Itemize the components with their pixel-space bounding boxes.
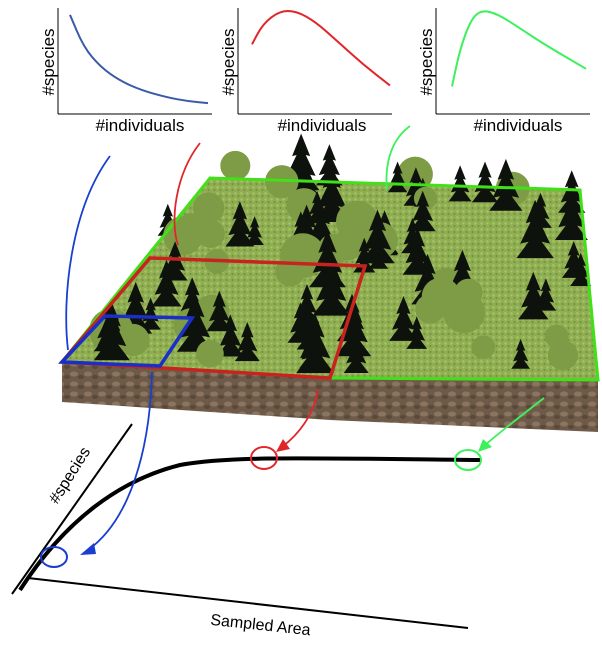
conifer-tree (225, 201, 255, 247)
bush (192, 192, 225, 224)
bush (196, 340, 224, 368)
conifer-tree (535, 278, 557, 311)
main-xlabel: Sampled Area (210, 612, 312, 639)
conifer-tree (309, 229, 346, 288)
panel-blue-ylabel: #species (39, 28, 58, 95)
conifer-tree (296, 313, 335, 374)
conifer-tree (489, 158, 523, 211)
panel-green-curve (451, 10, 587, 87)
panel-red-curve (251, 9, 391, 87)
conifer-tree (555, 188, 588, 240)
conifer-tree (518, 271, 549, 320)
conifer-tree (516, 199, 554, 259)
conifer-tree (389, 296, 418, 341)
conifer-tree (316, 144, 343, 186)
connector-red-curve (281, 389, 319, 448)
panel-red-ylabel: #species (219, 28, 238, 95)
panel-blue-xlabel: #individuals (96, 116, 185, 135)
conifer-tree (93, 303, 130, 361)
conifer-tree (529, 192, 552, 228)
soil-right (330, 378, 598, 432)
conifer-tree (411, 253, 444, 305)
species-area-curve (18, 456, 481, 592)
connector-red-panel (173, 142, 201, 246)
conifer-tree (307, 190, 328, 223)
conifer-tree (287, 302, 314, 343)
conifer-tree (206, 290, 233, 332)
red-marker (250, 446, 278, 470)
bush (443, 291, 485, 334)
red-plot-outline (58, 256, 368, 380)
conifer-tree (406, 316, 428, 349)
soil-front (62, 362, 330, 420)
conifer-tree (313, 165, 350, 222)
bush (220, 150, 251, 181)
forest-plot-block (58, 133, 600, 432)
conifer-tree (151, 259, 182, 307)
main-ylabel: #species (46, 444, 94, 507)
conifer-tree (295, 159, 318, 193)
conifer-tree (162, 241, 188, 281)
blue-marker (40, 546, 68, 568)
panel-red-xlabel: #individuals (278, 116, 367, 135)
conifer-tree (368, 238, 389, 269)
conifer-tree (448, 165, 472, 202)
conifer-tree (445, 249, 480, 304)
conifer-tree (119, 281, 153, 334)
forest-trees (89, 133, 592, 374)
conifer-tree (401, 217, 424, 254)
main-x-axis (27, 577, 469, 629)
blue-plot-outline (58, 314, 196, 368)
arrowhead-green (478, 439, 492, 452)
conifer-tree (177, 277, 207, 323)
connector-blue-curve (87, 371, 153, 551)
conifer-tree (283, 133, 320, 191)
arrowhead-blue (80, 543, 96, 555)
conifer-tree (335, 300, 372, 357)
conifer-tree (216, 314, 244, 357)
connector-green-curve (483, 397, 545, 447)
conifer-tree (302, 201, 339, 258)
conifer-tree (353, 237, 376, 273)
connector-blue-panel (65, 155, 111, 351)
species-area-curve-plot: #species Sampled Area (11, 423, 482, 639)
panel-green-xlabel: #individuals (474, 116, 563, 135)
conifer-tree (140, 297, 161, 330)
panel-green: #species #individuals (417, 8, 590, 135)
conifer-tree (343, 333, 369, 373)
bush (163, 216, 203, 256)
conifer-tree (511, 339, 531, 369)
panel-red: #species #individuals (219, 8, 392, 135)
conifer-tree (157, 203, 179, 236)
conifer-tree (402, 227, 433, 275)
green-marker (454, 449, 482, 471)
arrowhead-red (276, 439, 290, 452)
conifer-tree (561, 241, 586, 278)
bush (471, 335, 496, 359)
bush (415, 294, 445, 324)
conifer-tree (409, 190, 436, 232)
conifer-tree (312, 256, 351, 316)
conifer-tree (360, 209, 395, 264)
conifer-tree (403, 167, 429, 206)
conifer-tree (234, 322, 260, 362)
conifer-tree (294, 284, 320, 323)
conifer-tree (570, 252, 592, 286)
conifer-tree (387, 161, 408, 193)
conifer-tree (245, 216, 264, 245)
connector-green-panel (385, 125, 411, 191)
panel-blue-curve (69, 14, 209, 105)
main-y-axis (11, 423, 133, 595)
bush (547, 340, 579, 371)
conifer-tree (176, 294, 214, 352)
bush (116, 323, 150, 357)
conifer-tree (472, 161, 499, 203)
panel-blue: #species #individuals (39, 8, 212, 135)
bush (196, 220, 225, 248)
bush (286, 188, 322, 223)
panel-green-ylabel: #species (417, 28, 436, 95)
